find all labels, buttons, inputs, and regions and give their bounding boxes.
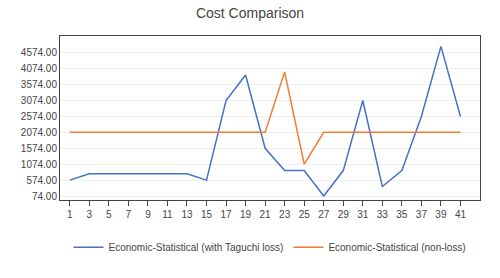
svg-text:9: 9 (145, 209, 151, 220)
svg-text:35: 35 (396, 209, 408, 220)
svg-text:74.00: 74.00 (32, 191, 57, 202)
svg-text:15: 15 (201, 209, 213, 220)
svg-text:17: 17 (220, 209, 232, 220)
svg-text:1: 1 (67, 209, 73, 220)
svg-text:2074.00: 2074.00 (21, 127, 58, 138)
svg-text:37: 37 (416, 209, 428, 220)
svg-text:Economic-Statistical (non-loss: Economic-Statistical (non-loss) (328, 242, 465, 253)
svg-text:2574.00: 2574.00 (21, 111, 58, 122)
svg-text:13: 13 (181, 209, 193, 220)
svg-text:1574.00: 1574.00 (21, 143, 58, 154)
svg-text:7: 7 (126, 209, 132, 220)
svg-text:Economic-Statistical (with Tag: Economic-Statistical (with Taguchi loss) (109, 242, 284, 253)
svg-text:25: 25 (299, 209, 311, 220)
svg-text:23: 23 (279, 209, 291, 220)
svg-text:41: 41 (455, 209, 467, 220)
svg-text:4074.00: 4074.00 (21, 63, 58, 74)
svg-text:19: 19 (240, 209, 252, 220)
svg-text:574.00: 574.00 (26, 175, 57, 186)
svg-text:29: 29 (338, 209, 350, 220)
svg-text:3574.00: 3574.00 (21, 79, 58, 90)
svg-text:39: 39 (435, 209, 447, 220)
svg-text:11: 11 (162, 209, 173, 220)
svg-text:4574.00: 4574.00 (21, 47, 58, 58)
svg-text:27: 27 (318, 209, 330, 220)
svg-text:31: 31 (357, 209, 369, 220)
svg-text:3074.00: 3074.00 (21, 95, 58, 106)
svg-text:33: 33 (377, 209, 389, 220)
svg-text:1074.00: 1074.00 (21, 159, 58, 170)
svg-text:5: 5 (106, 209, 112, 220)
svg-text:21: 21 (260, 209, 272, 220)
svg-text:3: 3 (87, 209, 93, 220)
svg-text:Cost Comparison: Cost Comparison (196, 5, 304, 21)
